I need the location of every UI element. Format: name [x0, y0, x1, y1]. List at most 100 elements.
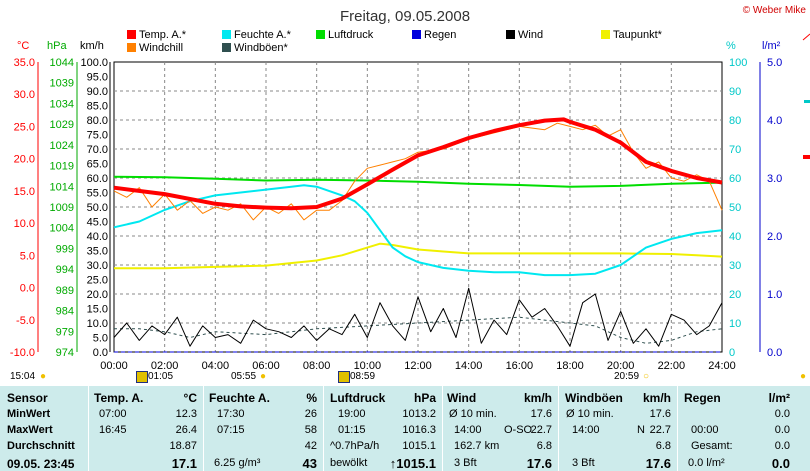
series-temp-a [113, 117, 723, 211]
column-unit: l/m² [768, 391, 790, 405]
tick-label: 20.0 [87, 289, 108, 301]
tick-label: 65.0 [87, 159, 108, 171]
max-time: 07:15 [217, 424, 245, 436]
moon-icon [136, 371, 148, 383]
min-value: 12.3 [175, 408, 197, 420]
humidity-column: Feuchte A. % 17:30 26 07:15 58 42 6.25 g… [204, 386, 323, 471]
row-label: Durchschnitt [7, 440, 75, 452]
max-value: 26.4 [175, 424, 197, 436]
tick-label: 1014 [50, 181, 74, 193]
rain-today: 0.0 l/m² [688, 457, 725, 469]
chart-title: Freitag, 09.05.2008 [340, 8, 470, 25]
sun-icon: ● [800, 371, 807, 382]
max-value: 22.7 [530, 424, 552, 436]
max-direction: O-SO [504, 424, 533, 436]
x-axis-ticks: 00:00 02:00 04:00 06:00 08:00 10:00 12:00 14:00… [100, 360, 736, 372]
x-tick-label: 18:00 [556, 360, 584, 372]
sunrise-time: 05:55 [231, 371, 257, 382]
min-time: 19:00 [338, 408, 366, 420]
axis-labels: °C hPa km/h% l/m² [17, 40, 781, 52]
min-value: 26 [304, 408, 317, 420]
column-header: Windböen [565, 391, 623, 405]
min-time: 17:30 [217, 408, 245, 420]
tick-label: 10.0 [14, 218, 35, 230]
avg-value: 18.87 [169, 440, 197, 452]
tick-label: 25.0 [14, 121, 35, 133]
series-taupunkt [114, 242, 723, 270]
legend-label: Luftdruck [328, 29, 374, 41]
tick-label: 50.0 [87, 202, 108, 214]
max-value: 1016.3 [402, 424, 436, 436]
tick-label: 1039 [50, 78, 74, 90]
pressure-column: Luftdruck hPa 19:00 1013.2 01:15 1016.3 … [324, 386, 442, 471]
tick-label: 50 [729, 202, 741, 214]
legend-swatch [222, 43, 231, 52]
column-divider [677, 386, 678, 471]
tick-label: 1004 [50, 223, 74, 235]
legend-swatch [601, 30, 610, 39]
beaufort: 3 Bft [454, 457, 477, 469]
astro-timebar: 15:04 ● 01:05 05:55 ● 08:59 20:59 ○ ● [0, 371, 810, 383]
axis-unit-label: l/m² [762, 40, 781, 52]
tick-label: 0.0 [767, 347, 782, 359]
legend-label: Feuchte A.* [234, 29, 292, 41]
tick-label: 1.0 [767, 289, 782, 301]
min-value: 1013.2 [402, 408, 436, 420]
column-divider [203, 386, 204, 471]
x-tick-label: 08:00 [303, 360, 331, 372]
tick-label: 10 [729, 318, 741, 330]
sunset-time: 20:59 [614, 371, 640, 382]
moonset-time: 08:59 [350, 371, 376, 382]
tick-label: 100.0 [80, 57, 108, 69]
tick-label: 1024 [50, 140, 74, 152]
column-unit: °C [183, 391, 197, 405]
absolute-humidity: 6.25 g/m³ [214, 457, 261, 469]
stats-table: Sensor MinWert MaxWert Durchschnitt 09.0… [0, 386, 810, 471]
axis-ticks: 35.0 30.0 25.0 20.0 15.0 10.0 5.0 0.0 -5.0 -10.0 1… [10, 57, 782, 359]
tick-label: 80.0 [87, 115, 108, 127]
legend-swatch [316, 30, 325, 39]
legend-swatch [412, 30, 421, 39]
wind-column: Wind km/h Ø 10 min. 17.6 14:00 O-SO 22.7… [443, 386, 558, 471]
avg-value: 6.8 [536, 440, 552, 452]
legend-label: Taupunkt* [613, 29, 663, 41]
tick-label: 30 [729, 260, 741, 272]
column-divider [323, 386, 324, 471]
tick-label: 60.0 [87, 173, 108, 185]
sun-icon: ○ [643, 371, 650, 382]
current-value: ↑1015.1 [389, 456, 436, 471]
max-time: 00:00 [691, 424, 719, 436]
credit-text: © Weber Mike [743, 5, 807, 16]
max-value: 22.7 [649, 424, 671, 436]
tick-label: 85.0 [87, 101, 108, 113]
x-tick-label: 22:00 [658, 360, 686, 372]
column-unit: km/h [642, 391, 671, 405]
series-feuchte-a [113, 184, 723, 277]
tick-label: 0.0 [20, 283, 35, 295]
tick-label: 974 [56, 347, 74, 359]
tick-label: 75.0 [87, 130, 108, 142]
legend-label: Wind [518, 29, 543, 41]
x-tick-label: 24:00 [708, 360, 736, 372]
avg-10min-label: Ø 10 min. [566, 408, 614, 420]
column-unit: % [306, 391, 317, 405]
max-value: 0.0 [774, 424, 790, 436]
left-time: 15:04 [10, 371, 36, 382]
series-luftdruck [113, 175, 723, 188]
column-unit: hPa [413, 391, 436, 405]
tick-label: 55.0 [87, 188, 108, 200]
chart-grid [37, 61, 761, 353]
x-tick-label: 12:00 [404, 360, 432, 372]
avg-value: 6.8 [655, 440, 671, 452]
avg-10min-label: Ø 10 min. [449, 408, 497, 420]
column-header: Wind [447, 391, 477, 405]
tick-label: 15.0 [14, 186, 35, 198]
moonrise-time: 01:05 [148, 371, 174, 382]
legend: Temp. A.* Feuchte A.* Luftdruck Regen Wind Ta… [127, 29, 663, 54]
axis-unit-label: °C [17, 40, 29, 52]
plot-area [113, 117, 723, 353]
legend-swatch [127, 43, 136, 52]
tick-label: 100 [729, 57, 747, 69]
tick-label: 0 [729, 347, 735, 359]
tick-label: 95.0 [87, 72, 108, 84]
